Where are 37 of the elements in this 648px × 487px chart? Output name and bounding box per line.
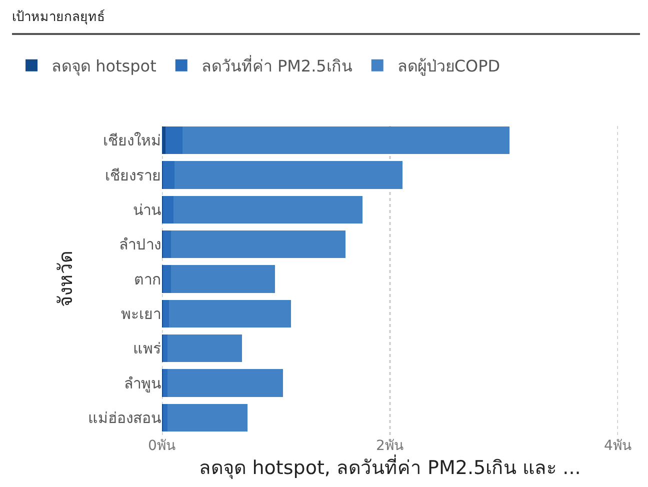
x-tick-label: 2พัน <box>376 438 404 454</box>
legend-label: ลดวันที่ค่า PM2.5เกิน <box>201 54 352 76</box>
bar <box>163 369 168 397</box>
bar <box>171 230 346 258</box>
bar <box>163 230 172 258</box>
y-tick-label: ลำพูน <box>124 374 161 392</box>
bar <box>165 126 183 154</box>
bar <box>163 161 175 189</box>
y-tick-label: ตาก <box>134 270 161 288</box>
bar <box>163 265 172 293</box>
bar <box>168 369 283 397</box>
bar <box>163 196 174 224</box>
y-axis-title: จังหวัด <box>54 251 77 307</box>
bar <box>174 161 403 189</box>
bar <box>168 334 242 362</box>
bar <box>173 196 363 224</box>
bar <box>171 265 275 293</box>
bar <box>163 334 168 362</box>
chart-title: เป้าหมายกลยุทธ์ <box>12 6 640 35</box>
y-tick-label: พะเยา <box>121 304 161 323</box>
y-tick-label: น่าน <box>133 200 161 219</box>
bar <box>182 126 510 154</box>
bar <box>163 300 169 328</box>
legend-label: ลดผู้ป่วยCOPD <box>397 56 500 77</box>
legend-label: ลดจุด hotspot <box>52 56 156 77</box>
y-tick-label: แพร่ <box>133 340 161 358</box>
x-tick-label: 4พัน <box>604 438 632 454</box>
bar <box>168 404 248 432</box>
x-tick-label: 0พัน <box>148 438 176 454</box>
x-axis-title: ลดจุด hotspot, ลดวันที่ค่า PM2.5เกิน และ ... <box>199 454 581 480</box>
y-tick-label: แม่ฮ่องสอน <box>88 408 161 427</box>
bar <box>163 404 168 432</box>
y-tick-label: เชียงใหม่ <box>103 132 161 150</box>
y-tick-label: ลำปาง <box>119 236 161 254</box>
y-tick-label: เชียงราย <box>105 166 161 184</box>
bar <box>168 300 291 328</box>
bar <box>162 126 166 154</box>
